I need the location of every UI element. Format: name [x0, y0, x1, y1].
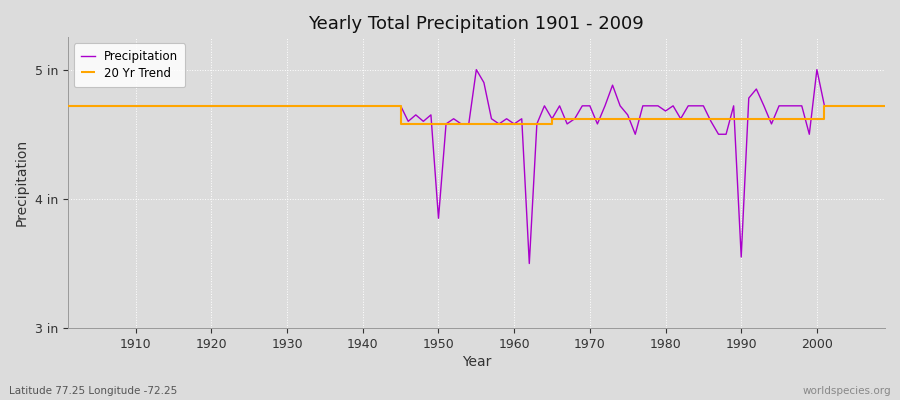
Precipitation	[471, 67, 482, 72]
20 Yr Trend	[546, 122, 557, 126]
Precipitation	[517, 116, 527, 121]
Precipitation	[335, 104, 346, 108]
Legend: Precipitation, 20 Yr Trend: Precipitation, 20 Yr Trend	[74, 43, 185, 87]
Line: 20 Yr Trend: 20 Yr Trend	[68, 106, 885, 124]
Precipitation	[62, 104, 73, 108]
20 Yr Trend	[395, 122, 406, 126]
20 Yr Trend	[879, 104, 890, 108]
Y-axis label: Precipitation: Precipitation	[15, 139, 29, 226]
Precipitation	[615, 104, 626, 108]
Line: Precipitation: Precipitation	[68, 70, 885, 264]
Precipitation	[122, 104, 133, 108]
20 Yr Trend	[819, 104, 830, 108]
Text: Latitude 77.25 Longitude -72.25: Latitude 77.25 Longitude -72.25	[9, 386, 177, 396]
Precipitation	[289, 104, 300, 108]
Precipitation	[524, 261, 535, 266]
20 Yr Trend	[819, 116, 830, 121]
20 Yr Trend	[546, 116, 557, 121]
Precipitation	[879, 104, 890, 108]
X-axis label: Year: Year	[462, 355, 491, 369]
20 Yr Trend	[62, 104, 73, 108]
Precipitation	[508, 122, 519, 126]
20 Yr Trend	[395, 104, 406, 108]
Title: Yearly Total Precipitation 1901 - 2009: Yearly Total Precipitation 1901 - 2009	[309, 15, 644, 33]
Text: worldspecies.org: worldspecies.org	[803, 386, 891, 396]
